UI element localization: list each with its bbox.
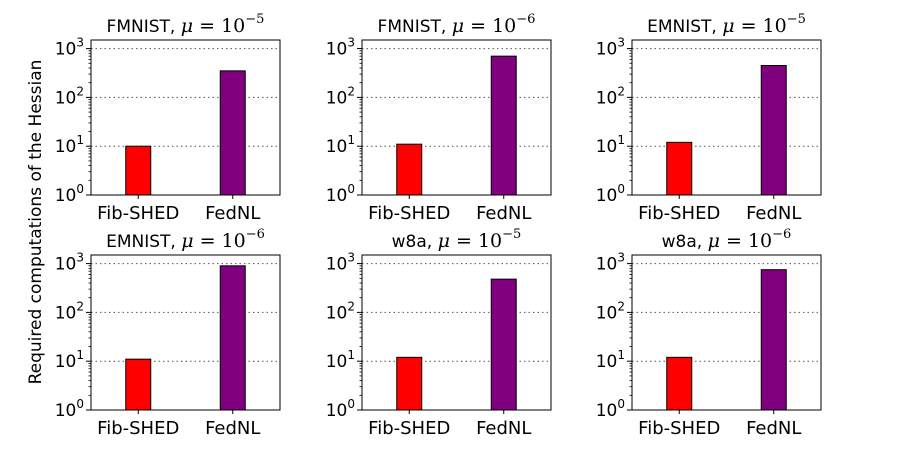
y-tick-label: 103 xyxy=(596,251,625,275)
chart-panel-4: 100 101 102 103 Fib-SHED FedNL EMNIST, μ = 10−… xyxy=(55,227,281,439)
y-tick-label: 102 xyxy=(596,299,625,323)
chart-panel-6: 100 101 102 103 Fib-SHED FedNL w8a, μ = 10−6 xyxy=(596,227,822,439)
x-tick-label-fib-shed: Fib-SHED xyxy=(368,418,450,439)
x-tick-label-fednl: FedNL xyxy=(205,418,260,439)
x-tick-label-fib-shed: Fib-SHED xyxy=(368,203,450,224)
y-tick-label: 103 xyxy=(55,36,84,60)
bar-fib-shed xyxy=(125,358,152,411)
y-tick-label: 102 xyxy=(326,299,355,323)
bar-fednl xyxy=(760,269,787,411)
x-tick-label-fib-shed: Fib-SHED xyxy=(97,418,179,439)
bar-fednl xyxy=(490,55,517,196)
y-tick-label: 103 xyxy=(326,251,355,275)
panels: 100 101 102 103 Fib-SHED FedNL FMNIST, μ = 10−… xyxy=(55,12,822,439)
bar-fib-shed xyxy=(666,141,693,196)
y-tick-label: 100 xyxy=(55,182,84,206)
bar-fib-shed xyxy=(125,145,152,196)
y-tick-label: 101 xyxy=(326,133,355,157)
x-tick-label-fednl: FedNL xyxy=(746,203,801,224)
y-tick-label: 100 xyxy=(326,397,355,421)
y-tick-label: 102 xyxy=(596,84,625,108)
y-tick-label: 102 xyxy=(326,84,355,108)
x-tick-label-fednl: FedNL xyxy=(476,203,531,224)
chart-title: FMNIST, μ = 10−6 xyxy=(378,12,536,37)
plot-frame xyxy=(361,39,552,196)
chart-title: FMNIST, μ = 10−5 xyxy=(107,12,265,37)
y-tick-label: 101 xyxy=(326,348,355,372)
x-tick-label-fednl: FedNL xyxy=(746,418,801,439)
y-tick-label: 101 xyxy=(596,348,625,372)
chart-title: w8a, μ = 10−5 xyxy=(392,227,522,252)
y-tick-label: 103 xyxy=(596,36,625,60)
y-tick-label: 100 xyxy=(596,397,625,421)
plot-frame xyxy=(631,254,822,411)
bar-fib-shed xyxy=(396,143,423,196)
x-tick-label-fednl: FedNL xyxy=(476,418,531,439)
y-tick-label: 103 xyxy=(55,251,84,275)
chart-panel-3: 100 101 102 103 Fib-SHED FedNL EMNIST, μ = 10−… xyxy=(596,12,822,224)
chart-panel-5: 100 101 102 103 Fib-SHED FedNL w8a, μ = 10−5 xyxy=(326,227,552,439)
bar-fednl xyxy=(219,70,246,196)
y-tick-label: 102 xyxy=(55,84,84,108)
bar-fednl xyxy=(219,265,246,411)
y-tick-label: 101 xyxy=(55,348,84,372)
plot-frame xyxy=(90,254,281,411)
y-tick-label: 100 xyxy=(326,182,355,206)
bar-fib-shed xyxy=(666,356,693,411)
x-tick-label-fednl: FedNL xyxy=(205,203,260,224)
x-tick-label-fib-shed: Fib-SHED xyxy=(638,203,720,224)
bar-fednl xyxy=(490,278,517,411)
x-tick-label-fib-shed: Fib-SHED xyxy=(638,418,720,439)
plot-frame xyxy=(631,39,822,196)
y-tick-label: 101 xyxy=(596,133,625,157)
bar-fib-shed xyxy=(396,356,423,411)
x-tick-label-fib-shed: Fib-SHED xyxy=(97,203,179,224)
y-tick-label: 100 xyxy=(596,182,625,206)
plot-frame xyxy=(90,39,281,196)
y-tick-label: 102 xyxy=(55,299,84,323)
chart-title: EMNIST, μ = 10−5 xyxy=(647,12,806,37)
y-tick-label: 101 xyxy=(55,133,84,157)
y-axis-label: Required computations of the Hessian xyxy=(26,60,46,385)
y-tick-label: 100 xyxy=(55,397,84,421)
bar-fednl xyxy=(760,65,787,196)
chart-title: EMNIST, μ = 10−6 xyxy=(106,227,265,252)
y-tick-label: 103 xyxy=(326,36,355,60)
chart-panel-1: 100 101 102 103 Fib-SHED FedNL FMNIST, μ = 10−… xyxy=(55,12,281,224)
chart-title: w8a, μ = 10−6 xyxy=(662,227,792,252)
plot-frame xyxy=(361,254,552,411)
chart-panel-2: 100 101 102 103 Fib-SHED FedNL FMNIST, μ = 10−… xyxy=(326,12,552,224)
